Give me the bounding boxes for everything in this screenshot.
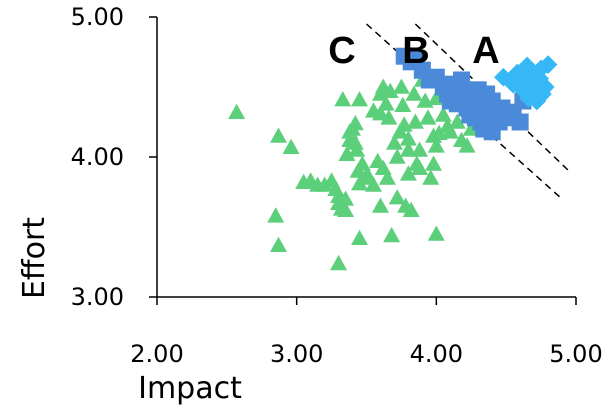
region-label-a: A <box>472 30 499 72</box>
data-point-triangle <box>402 201 420 217</box>
data-point-triangle <box>337 190 355 206</box>
y-axis-title: Effort <box>17 217 52 299</box>
data-point-diamond <box>517 56 537 76</box>
data-point-triangle <box>351 229 369 245</box>
data-point-square <box>511 113 529 131</box>
data-point-triangle <box>348 141 366 157</box>
data-point-triangle <box>270 127 288 143</box>
data-point-triangle <box>270 236 288 252</box>
data-point-triangle <box>399 165 417 181</box>
data-points <box>228 47 558 271</box>
region-label-c: C <box>328 30 355 72</box>
data-point-diamond <box>527 91 547 111</box>
data-point-diamond <box>531 59 551 79</box>
data-point-triangle <box>228 103 246 119</box>
data-point-triangle <box>399 130 417 146</box>
data-point-triangle <box>334 91 352 107</box>
data-point-diamond <box>513 70 533 90</box>
divider-lines <box>365 23 570 200</box>
data-point-triangle <box>405 85 423 101</box>
data-point-triangle <box>427 137 445 153</box>
x-axis-title: Impact <box>138 371 242 406</box>
y-tick-label: 4.00 <box>71 143 124 171</box>
data-point-diamond <box>494 67 513 87</box>
data-point-triangle <box>427 225 445 241</box>
data-point-triangle <box>388 148 406 164</box>
data-point-triangle <box>399 141 417 157</box>
data-point-triangle <box>406 113 424 129</box>
data-point-triangle <box>371 197 389 213</box>
data-point-triangle <box>422 169 440 185</box>
y-tick-label: 3.00 <box>71 283 124 311</box>
data-point-triangle <box>364 176 382 192</box>
data-point-diamond <box>524 77 544 97</box>
axes <box>149 16 577 305</box>
data-point-triangle <box>425 155 443 171</box>
data-point-triangle <box>353 155 371 171</box>
data-point-triangle <box>448 113 466 129</box>
data-point-triangle <box>351 91 369 107</box>
data-point-triangle <box>377 95 395 111</box>
data-point-triangle <box>381 82 399 98</box>
data-point-triangle <box>282 138 300 154</box>
data-point-triangle <box>411 141 429 157</box>
data-point-triangle <box>394 96 412 112</box>
region-label-b: B <box>402 30 429 72</box>
data-point-triangle <box>392 78 410 94</box>
data-point-diamond <box>521 63 541 83</box>
data-point-triangle <box>346 114 364 131</box>
data-point-triangle <box>458 137 476 153</box>
data-point-triangle <box>267 207 285 223</box>
x-tick-label: 3.00 <box>270 340 323 368</box>
data-point-diamond <box>519 88 538 108</box>
x-tick-label: 4.00 <box>410 340 463 368</box>
data-point-diamond <box>530 69 550 88</box>
data-point-diamond <box>514 81 534 101</box>
labels: 2.00 3.00 4.00 5.00 3.00 4.00 5.00 Impact Effort… <box>17 3 603 406</box>
data-point-triangle <box>338 145 356 161</box>
data-point-triangle <box>383 226 401 243</box>
data-point-triangle <box>441 123 459 139</box>
data-point-triangle <box>385 134 403 150</box>
data-point-triangle <box>316 176 334 192</box>
data-point-diamond <box>533 84 552 104</box>
data-point-triangle <box>330 254 348 271</box>
data-point-diamond <box>538 55 558 74</box>
data-point-triangle <box>346 134 364 150</box>
data-point-triangle <box>337 201 355 217</box>
data-point-triangle <box>378 169 396 185</box>
data-point-triangle <box>411 159 429 175</box>
data-point-triangle <box>351 175 369 191</box>
data-point-triangle <box>380 109 398 125</box>
data-point-diamond <box>507 63 527 83</box>
data-point-triangle <box>371 105 389 121</box>
divider-line-1 <box>365 23 563 200</box>
data-point-triangle <box>388 189 406 205</box>
data-point-diamond <box>535 77 555 97</box>
x-tick-label: 5.00 <box>549 340 602 368</box>
x-tick-label: 2.00 <box>130 340 183 368</box>
data-point-square <box>452 71 470 89</box>
y-tick-label: 5.00 <box>71 3 124 31</box>
data-point-triangle <box>419 109 437 125</box>
